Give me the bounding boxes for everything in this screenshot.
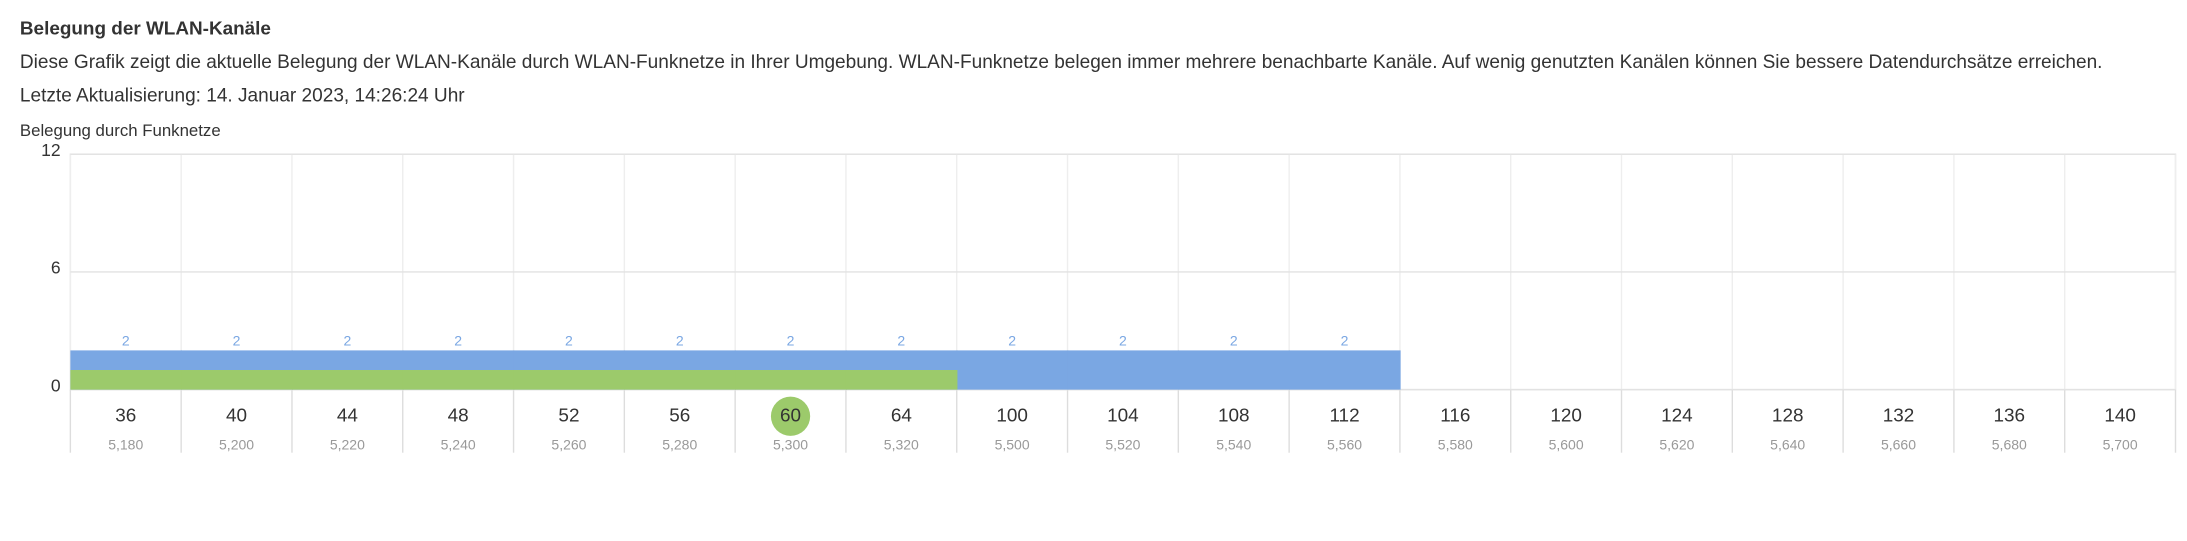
frequency-label: 5,580 [1438, 436, 1473, 452]
value-label: 2 [1341, 333, 1349, 349]
frequency-label: 5,320 [884, 436, 919, 452]
value-label: 2 [1119, 333, 1127, 349]
frequency-label: 5,180 [108, 436, 143, 452]
channel-label: 136 [1994, 405, 2026, 426]
channel-label: 36 [115, 405, 136, 426]
value-label: 2 [897, 333, 905, 349]
frequency-label: 5,620 [1659, 436, 1694, 452]
bar [624, 370, 736, 390]
bar [735, 370, 847, 390]
channel-label: 40 [226, 405, 247, 426]
channel-label: 140 [2104, 405, 2136, 426]
channel-label: 48 [448, 405, 469, 426]
bar [1289, 350, 1401, 390]
frequency-label: 5,700 [2103, 436, 2138, 452]
value-label: 2 [1008, 333, 1016, 349]
bar [291, 370, 404, 390]
bar [845, 370, 958, 390]
chart-title: Belegung durch Funknetze [20, 121, 221, 140]
y-tick-label: 6 [51, 258, 61, 278]
description: Diese Grafik zeigt die aktuelle Belegung… [20, 52, 2103, 73]
channel-label: 116 [1440, 405, 1470, 426]
frequency-label: 5,640 [1770, 436, 1805, 452]
last-update: Letzte Aktualisierung: 14. Januar 2023, … [20, 86, 465, 107]
channel-label: 112 [1329, 405, 1359, 426]
frequency-label: 5,260 [551, 436, 586, 452]
frequency-label: 5,220 [330, 436, 365, 452]
channel-label: 132 [1883, 405, 1915, 426]
value-label: 2 [122, 333, 130, 349]
channel-label: 108 [1218, 405, 1250, 426]
frequency-label: 5,200 [219, 436, 254, 452]
channel-label: 56 [669, 405, 690, 426]
bar [1067, 350, 1180, 390]
value-label: 2 [454, 333, 462, 349]
channel-label: 124 [1661, 405, 1693, 426]
frequency-label: 5,660 [1881, 436, 1916, 452]
frequency-label: 5,500 [995, 436, 1030, 452]
chart: 0 6 12 2 2 2 2 2 2 2 2 2 2 2 2 36 5,180 40 5,200 44 5,220 48 5… [41, 140, 2177, 453]
value-label: 2 [676, 333, 684, 349]
frequency-label: 5,560 [1327, 436, 1362, 452]
value-label: 2 [565, 333, 573, 349]
value-label: 2 [233, 333, 241, 349]
page-title: Belegung der WLAN-Kanäle [20, 18, 271, 39]
channel-label: 128 [1772, 405, 1804, 426]
active-channel-marker [770, 396, 811, 436]
bar [70, 370, 182, 390]
bar [181, 370, 293, 390]
channel-label: 120 [1550, 405, 1582, 426]
frequency-label: 5,300 [773, 436, 808, 452]
channel-label: 52 [558, 405, 579, 426]
channel-label: 100 [996, 405, 1028, 426]
frequency-label: 5,280 [662, 436, 697, 452]
frequency-label: 5,680 [1992, 436, 2027, 452]
value-label: 2 [1230, 333, 1238, 349]
bar [402, 370, 515, 390]
bar [1178, 350, 1290, 390]
frequency-label: 5,540 [1216, 436, 1251, 452]
bar [513, 370, 626, 390]
channel-label: 64 [891, 405, 912, 426]
channel-label: 60 [780, 405, 801, 426]
y-tick-label: 12 [41, 140, 60, 160]
channel-label: 104 [1107, 405, 1139, 426]
value-label: 2 [787, 333, 795, 349]
frequency-label: 5,520 [1105, 436, 1140, 452]
frequency-label: 5,600 [1549, 436, 1584, 452]
value-label: 2 [343, 333, 351, 349]
frequency-label: 5,240 [441, 436, 476, 452]
y-tick-label: 0 [51, 375, 61, 395]
bar [956, 350, 1069, 390]
channel-label: 44 [337, 405, 358, 426]
